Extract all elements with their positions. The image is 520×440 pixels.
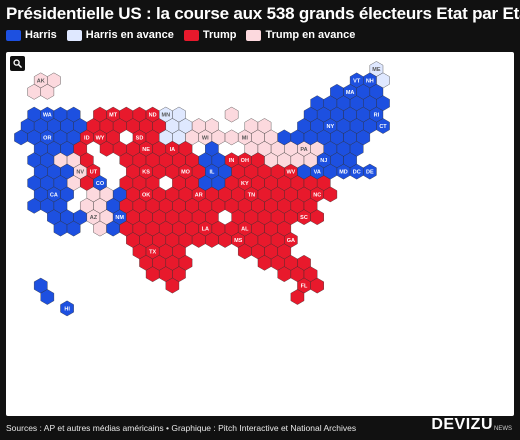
hex-ak[interactable] [40, 83, 55, 100]
state-label-nc: NC [313, 192, 321, 198]
state-label-va: VA [314, 170, 321, 176]
state-label-mt: MT [109, 113, 118, 119]
state-label-az: AZ [90, 215, 98, 221]
state-label-wv: WV [286, 170, 295, 176]
state-label-wi: WI [202, 135, 209, 141]
hex-tx[interactable] [165, 277, 180, 294]
sources-footer: Sources : AP et autres médias américains… [6, 423, 357, 433]
state-label-ca: CA [50, 192, 58, 198]
us-hex-map[interactable]: AK ME VT NH WA OR CA NV ID UT AZ CO NM MT WY ND SD NE KS OK… [6, 52, 514, 416]
state-label-la: LA [202, 227, 209, 233]
legend-label-trump-lead: Trump en avance [265, 29, 356, 41]
state-label-nm: NM [115, 215, 124, 221]
state-label-nh: NH [366, 78, 374, 84]
state-label-ar: AR [195, 192, 203, 198]
state-label-co: CO [96, 181, 105, 187]
legend-item-trump-lead: Trump en avance [246, 29, 355, 41]
state-label-ks: KS [142, 170, 150, 176]
state-label-nd: ND [149, 113, 157, 119]
state-label-de: DE [366, 170, 374, 176]
state-label-ut: UT [90, 170, 98, 176]
map-panel[interactable]: AK ME VT NH WA OR CA NV ID UT AZ CO NM MT WY ND SD NE KS OK… [6, 52, 514, 416]
chart-title: Présidentielle US : la course aux 538 gr… [6, 4, 520, 23]
hex-ca[interactable] [66, 220, 81, 237]
legend-label-trump: Trump [202, 29, 237, 41]
state-label-vt: VT [353, 78, 361, 84]
state-label-ak: AK [37, 78, 45, 84]
state-label-ga: GA [287, 238, 295, 244]
state-label-ia: IA [170, 147, 176, 153]
state-label-ky: KY [241, 181, 249, 187]
state-label-in: IN [229, 158, 235, 164]
legend-item-harris-lead: Harris en avance [66, 29, 174, 41]
legend-swatch-trump [183, 29, 199, 41]
state-label-id: ID [84, 135, 90, 141]
state-label-nv: NV [76, 170, 84, 176]
state-label-tx: TX [149, 249, 156, 255]
hex-sc[interactable] [310, 209, 324, 226]
hex-fl[interactable] [290, 289, 305, 305]
state-label-ma: MA [346, 90, 355, 96]
state-label-hi: HI [64, 306, 70, 312]
hex-co[interactable] [93, 175, 107, 191]
state-label-oh: OH [241, 158, 249, 164]
state-label-pa: PA [300, 147, 307, 153]
search-icon [13, 59, 22, 68]
state-label-ok: OK [142, 192, 150, 198]
legend-item-trump: Trump [183, 29, 237, 41]
state-label-sd: SD [136, 135, 144, 141]
state-label-mi: MI [242, 135, 249, 141]
hex-fl[interactable] [310, 277, 324, 294]
hex-mi[interactable] [224, 129, 239, 146]
hex-ct[interactable] [356, 129, 371, 146]
state-label-dc: DC [353, 170, 361, 176]
state-label-ny: NY [326, 124, 334, 130]
state-label-ms: MS [234, 238, 243, 244]
legend-item-harris: Harris [6, 29, 57, 41]
legend-label-harris: Harris [25, 29, 57, 41]
state-label-ri: RI [374, 113, 380, 119]
hex-hi[interactable] [60, 300, 74, 317]
hex-wv[interactable] [277, 175, 292, 191]
brand-logo: DEVIZU NEWS [431, 416, 512, 434]
zoom-button[interactable] [10, 56, 25, 71]
legend: Harris Harris en avance Trump Trump en a… [6, 29, 355, 41]
state-label-nj: NJ [320, 158, 327, 164]
state-label-mo: MO [181, 170, 191, 176]
hex-de[interactable] [363, 163, 377, 180]
state-label-sc: SC [300, 215, 308, 221]
legend-swatch-harris [6, 29, 21, 41]
legend-swatch-trump-lead [246, 29, 262, 41]
hex-ri[interactable] [369, 106, 384, 123]
state-label-me: ME [372, 67, 381, 73]
state-label-fl: FL [301, 284, 308, 290]
legend-label-harris-lead: Harris en avance [85, 29, 174, 41]
brand-name: DEVIZU [431, 416, 493, 433]
hex-mi[interactable] [224, 106, 239, 123]
hex-hi[interactable] [40, 289, 55, 305]
state-label-wa: WA [43, 113, 52, 119]
state-label-mn: MN [162, 113, 171, 119]
hex-nj[interactable] [343, 152, 357, 169]
state-label-or: OR [43, 135, 51, 141]
state-label-ct: CT [379, 124, 387, 130]
legend-swatch-harris-lead [66, 29, 82, 41]
state-label-tn: TN [248, 192, 255, 198]
state-label-il: IL [209, 170, 215, 176]
state-label-al: AL [241, 227, 249, 233]
state-label-ne: NE [142, 147, 150, 153]
state-label-wy: WY [96, 135, 105, 141]
state-label-md: MD [339, 170, 348, 176]
brand-sub: NEWS [494, 426, 512, 432]
